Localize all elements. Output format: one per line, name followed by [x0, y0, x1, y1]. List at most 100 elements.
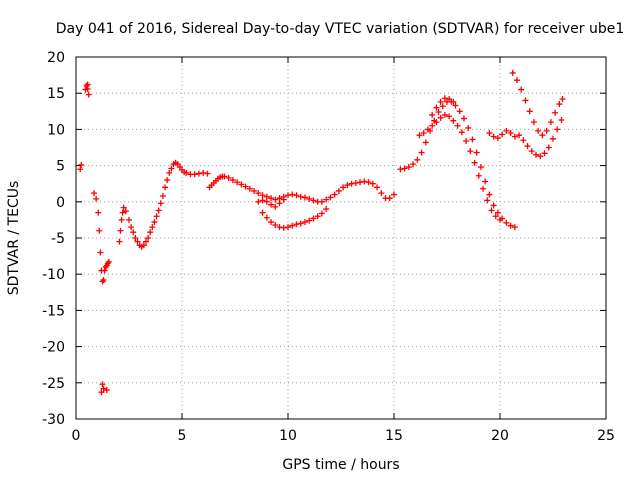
data-point [467, 148, 474, 155]
data-point [323, 196, 330, 203]
data-point [293, 192, 300, 199]
data-point [183, 169, 190, 176]
data-point [482, 178, 489, 185]
data-point [276, 224, 283, 231]
data-point [416, 132, 423, 139]
data-point [533, 151, 540, 158]
data-point [545, 144, 552, 151]
data-point [422, 139, 429, 146]
y-tick-label: 0 [56, 195, 65, 211]
data-point [259, 209, 266, 216]
data-point [103, 387, 110, 394]
data-point [410, 161, 417, 168]
data-points [77, 69, 566, 396]
y-tick-label: -20 [42, 340, 65, 356]
data-point [463, 137, 470, 144]
data-point [280, 196, 287, 203]
data-point [499, 131, 506, 138]
data-point [285, 192, 291, 199]
data-point [301, 219, 308, 226]
data-point [511, 224, 518, 231]
data-point [441, 111, 448, 118]
data-point [251, 187, 258, 194]
data-point [386, 195, 393, 202]
data-point [543, 127, 550, 134]
data-point [486, 191, 493, 198]
data-point [429, 122, 436, 129]
data-point [280, 224, 287, 231]
data-point [405, 164, 412, 171]
data-point [340, 184, 347, 191]
data-point [477, 164, 484, 171]
data-point [397, 166, 404, 173]
y-tick-label: -25 [42, 376, 65, 392]
data-point [433, 119, 440, 126]
data-point [116, 238, 123, 245]
y-tick-label: -15 [42, 303, 65, 319]
data-point [263, 214, 270, 221]
data-point [285, 224, 291, 231]
data-point [460, 115, 467, 122]
data-point [95, 209, 102, 216]
data-point [306, 217, 313, 224]
data-point [528, 148, 535, 155]
data-point [85, 91, 92, 98]
data-point [429, 111, 436, 118]
data-point [132, 235, 139, 241]
data-point [263, 198, 270, 205]
data-point [471, 159, 478, 166]
x-tick-label: 5 [178, 428, 187, 444]
data-point [450, 98, 457, 105]
data-point [145, 235, 152, 241]
data-point [439, 103, 446, 110]
data-point [539, 132, 546, 139]
y-axis-label: SDTVAR / TECUs [6, 181, 22, 296]
data-point [488, 207, 495, 214]
y-tick-label: 10 [47, 122, 65, 138]
data-point [151, 219, 158, 226]
data-point [157, 200, 164, 207]
data-point [497, 216, 503, 223]
data-point [424, 126, 431, 133]
data-point [272, 221, 279, 228]
data-point [142, 238, 149, 245]
data-point [268, 201, 275, 208]
data-point [78, 161, 85, 168]
data-point [191, 171, 198, 178]
data-point [503, 127, 510, 134]
data-point [490, 202, 497, 209]
data-point [255, 198, 262, 205]
data-point [507, 222, 514, 229]
data-point [437, 114, 444, 121]
data-point [374, 184, 381, 191]
y-tick-label: -5 [51, 231, 65, 247]
data-point [458, 129, 465, 136]
data-point [268, 219, 275, 226]
data-point [414, 156, 421, 163]
data-point [456, 108, 463, 115]
chart-title: Day 041 of 2016, Sidereal Day-to-day VTE… [56, 21, 625, 37]
data-point [352, 179, 359, 186]
data-point [454, 122, 461, 129]
data-point [547, 119, 554, 126]
data-point [98, 389, 105, 396]
data-point [473, 149, 480, 156]
data-point [541, 150, 548, 157]
data-point [204, 170, 211, 177]
data-point [550, 135, 556, 142]
data-point [441, 95, 448, 102]
data-point [513, 77, 520, 84]
data-point [200, 169, 207, 176]
data-point [535, 127, 542, 134]
data-point [507, 130, 514, 137]
x-tick-label: 10 [279, 428, 297, 444]
data-point [91, 190, 98, 197]
data-point [344, 182, 351, 189]
data-point [522, 97, 529, 104]
data-point [494, 209, 501, 216]
data-point [164, 177, 171, 184]
data-point [153, 213, 160, 220]
data-point [120, 204, 127, 211]
data-point [93, 195, 100, 202]
data-point [130, 229, 137, 236]
